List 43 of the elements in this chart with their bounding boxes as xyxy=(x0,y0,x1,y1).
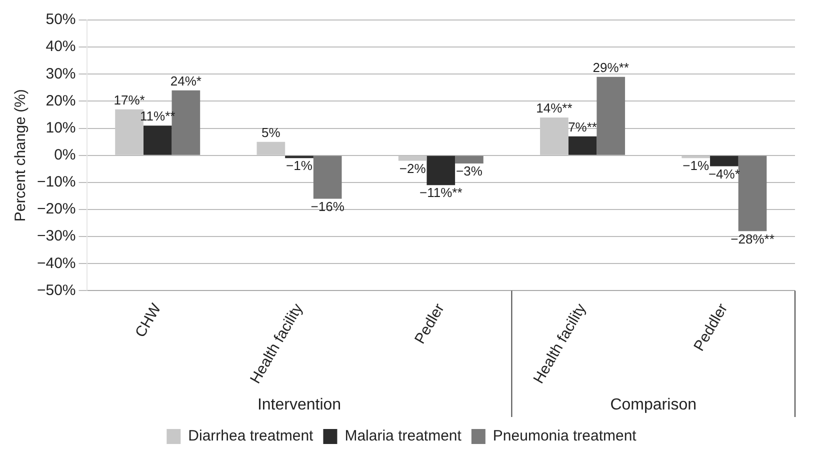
bar xyxy=(398,156,427,161)
legend-label: Pneumonia treatment xyxy=(492,428,638,445)
data-label: −28%** xyxy=(730,231,774,246)
bar xyxy=(596,76,626,155)
y-tick-label: 40% xyxy=(46,38,76,56)
data-label: 14%** xyxy=(536,100,572,116)
y-tick-label: −20% xyxy=(36,200,76,218)
bar xyxy=(682,156,710,158)
y-tick-label: −10% xyxy=(36,174,76,191)
y-tick-label: 50% xyxy=(46,11,76,28)
data-label: 24%* xyxy=(170,73,202,88)
y-tick-label: −40% xyxy=(36,254,76,272)
y-tick-label: 0% xyxy=(54,146,76,164)
text: Comparison xyxy=(610,396,696,414)
bar xyxy=(738,156,767,232)
data-label: −1% xyxy=(682,158,710,174)
data-label: 5% xyxy=(262,124,281,140)
bar xyxy=(710,156,738,166)
data-label: −1% xyxy=(286,158,313,174)
bar xyxy=(143,126,172,155)
data-label: 17%* xyxy=(114,92,145,108)
bar xyxy=(285,156,314,158)
text: Intervention xyxy=(257,396,342,414)
y-axis-title: Percent change (%) xyxy=(12,89,30,222)
y-tick-label: −30% xyxy=(36,228,76,245)
data-label: −16% xyxy=(310,198,345,214)
data-label: 29%** xyxy=(592,60,629,75)
y-tick-label: 20% xyxy=(46,92,76,110)
bar xyxy=(256,142,286,155)
legend-label: Malaria treatment xyxy=(344,428,462,445)
data-label: −11%** xyxy=(420,185,462,200)
y-tick-label: 30% xyxy=(46,65,76,82)
bar xyxy=(313,156,342,199)
bar xyxy=(540,117,568,155)
y-tick-label: −50% xyxy=(36,282,76,299)
data-label: 7%** xyxy=(568,120,597,134)
data-label: −3% xyxy=(456,164,483,179)
bar xyxy=(568,136,597,155)
bar xyxy=(426,156,456,186)
bar xyxy=(455,156,484,164)
data-label: −2% xyxy=(399,160,426,176)
legend-label: Diarrhea treatment xyxy=(188,428,314,445)
y-tick-label: 10% xyxy=(46,119,76,136)
